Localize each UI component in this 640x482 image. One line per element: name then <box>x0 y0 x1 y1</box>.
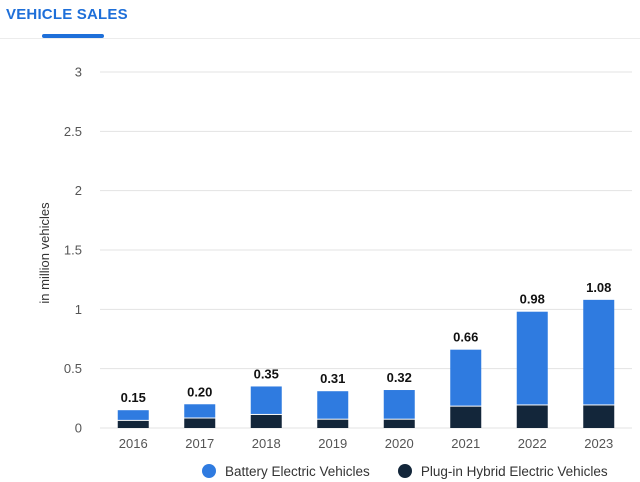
y-tick-label: 0 <box>75 421 82 436</box>
x-tick-label-2016: 2016 <box>119 436 148 451</box>
legend-item-bev[interactable]: Battery Electric Vehicles <box>202 464 370 479</box>
bar-bev-2022[interactable] <box>516 311 548 405</box>
tab-vehicle-sales[interactable]: VEHICLE SALES <box>0 0 134 38</box>
x-axis-ticks: 2016 2017 2018 2019 2020 2021 2022 2023 <box>119 436 613 451</box>
x-tick-label-2023: 2023 <box>584 436 613 451</box>
data-label-2021: 0.66 <box>453 330 478 345</box>
tab-label: VEHICLE SALES <box>6 6 128 23</box>
tab-bar: VEHICLE SALES <box>0 0 640 39</box>
legend-bev-dot <box>202 464 216 478</box>
bar-bev-2016[interactable] <box>117 410 149 420</box>
x-tick-label-2022: 2022 <box>518 436 547 451</box>
bar-phev-2019[interactable] <box>317 419 349 428</box>
legend-item-phev[interactable]: Plug-in Hybrid Electric Vehicles <box>397 463 608 479</box>
data-label-2018: 0.35 <box>254 366 279 381</box>
stacked-bar-chart: 00.511.522.53 in million vehicles 0.15 0.… <box>37 65 632 451</box>
bar-phev-2022[interactable] <box>516 405 548 428</box>
x-tick-label-2017: 2017 <box>185 436 214 451</box>
bar-phev-2021[interactable] <box>450 406 482 428</box>
legend-phev-label: Plug-in Hybrid Electric Vehicles <box>420 463 608 479</box>
bar-bev-2018[interactable] <box>250 386 282 414</box>
data-label-2017: 0.20 <box>187 384 212 399</box>
x-tick-label-2018: 2018 <box>252 436 281 451</box>
y-tick-label: 2.5 <box>64 124 82 139</box>
legend: Battery Electric Vehicles Plug-in Hybrid… <box>202 460 608 482</box>
data-label-2023: 1.08 <box>586 280 611 295</box>
bar-bev-2019[interactable] <box>317 391 349 419</box>
data-label-2022: 0.98 <box>520 292 545 307</box>
bars <box>117 299 615 428</box>
y-tick-label: 1.5 <box>64 243 82 258</box>
active-tab-indicator <box>42 34 104 38</box>
data-label-2019: 0.31 <box>320 371 345 386</box>
bar-phev-2023[interactable] <box>583 405 615 428</box>
bar-bev-2017[interactable] <box>184 404 216 418</box>
y-axis-ticks: 0 0.5 1 1.5 2 2.5 3 <box>64 65 82 436</box>
y-tick-label: 1 <box>75 302 82 317</box>
y-tick-label: 0.5 <box>64 361 82 376</box>
legend-phev-dot <box>397 464 412 478</box>
x-tick-label-2021: 2021 <box>451 436 480 451</box>
y-axis-label: in million vehicles <box>37 202 52 304</box>
y-tick-label: 2 <box>75 183 82 198</box>
bar-phev-2020[interactable] <box>383 419 415 428</box>
data-label-2016: 0.15 <box>121 390 146 405</box>
bar-bev-2021[interactable] <box>450 349 482 406</box>
data-labels: 0.15 0.20 0.35 0.31 0.32 0.66 0.98 1.08 <box>121 280 612 405</box>
y-tick-label: 3 <box>75 65 82 80</box>
grid-lines <box>100 71 632 429</box>
x-tick-label-2019: 2019 <box>318 436 347 451</box>
bar-bev-2020[interactable] <box>383 390 415 419</box>
legend-bev-label: Battery Electric Vehicles <box>225 463 370 479</box>
x-tick-label-2020: 2020 <box>385 436 414 451</box>
bar-phev-2018[interactable] <box>250 414 282 428</box>
bar-bev-2023[interactable] <box>583 299 615 405</box>
data-label-2020: 0.32 <box>387 370 412 385</box>
bar-phev-2016[interactable] <box>117 420 149 428</box>
bar-phev-2017[interactable] <box>184 418 216 428</box>
